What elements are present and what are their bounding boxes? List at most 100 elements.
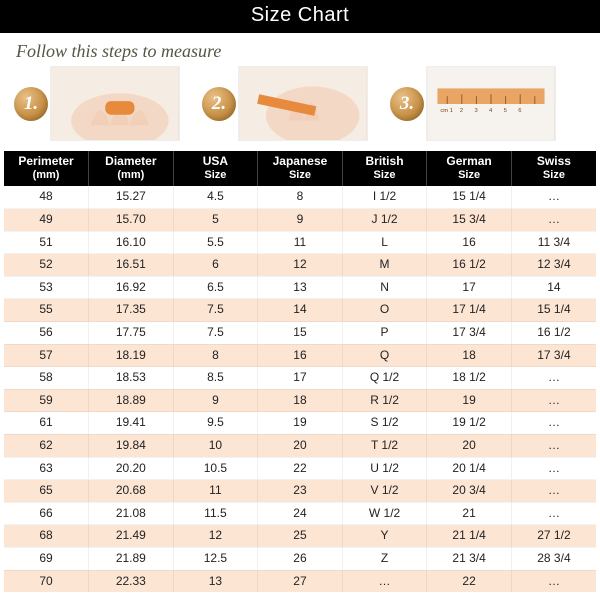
table-cell: 15 (258, 322, 343, 345)
table-cell: 19.41 (89, 412, 174, 435)
table-cell: L (342, 231, 427, 254)
table-row: 5718.19816Q1817 3/4 (4, 344, 596, 367)
instructions-text: Follow this steps to measure (16, 41, 590, 62)
table-cell: … (511, 412, 596, 435)
col-header-unit: (mm) (6, 169, 86, 182)
instructions-section: Follow this steps to measure 1. 2. (0, 33, 600, 151)
col-header-unit: Size (345, 169, 425, 182)
col-header-label: Perimeter (18, 154, 73, 168)
table-cell: 22 (427, 570, 512, 592)
table-cell: 16 1/2 (511, 322, 596, 345)
table-cell: 16.10 (89, 231, 174, 254)
col-header: Perimeter(mm) (4, 151, 89, 186)
table-cell: 21.49 (89, 525, 174, 548)
table-cell: Z (342, 547, 427, 570)
table-cell: 21.08 (89, 502, 174, 525)
table-cell: 9 (258, 209, 343, 232)
table-cell: 17 (258, 367, 343, 390)
table-cell: U 1/2 (342, 457, 427, 480)
steps-row: 1. 2. (10, 66, 590, 147)
table-cell: 63 (4, 457, 89, 480)
table-cell: 48 (4, 186, 89, 209)
table-cell: O (342, 299, 427, 322)
table-row: 6119.419.519S 1/219 1/2… (4, 412, 596, 435)
table-row: 5316.926.513N1714 (4, 276, 596, 299)
table-cell: J 1/2 (342, 209, 427, 232)
table-row: 6219.841020T 1/220… (4, 434, 596, 457)
table-cell: 13 (173, 570, 258, 592)
table-cell: 8.5 (173, 367, 258, 390)
svg-text:3: 3 (474, 108, 477, 114)
size-table-body: 4815.274.58I 1/215 1/4…4915.7059J 1/215 … (4, 186, 596, 592)
table-row: 7022.331327…22… (4, 570, 596, 592)
col-header-label: German (446, 154, 491, 168)
table-cell: 15.70 (89, 209, 174, 232)
table-cell: 16 (427, 231, 512, 254)
table-cell: … (511, 570, 596, 592)
table-cell: 20.68 (89, 480, 174, 503)
table-cell: 53 (4, 276, 89, 299)
table-cell: 17 3/4 (427, 322, 512, 345)
table-cell: … (511, 502, 596, 525)
size-table-wrap: Perimeter(mm)Diameter(mm)USASizeJapanese… (0, 151, 600, 592)
table-cell: 18 (258, 389, 343, 412)
col-header: JapaneseSize (258, 151, 343, 186)
table-row: 4915.7059J 1/215 3/4… (4, 209, 596, 232)
size-table: Perimeter(mm)Diameter(mm)USASizeJapanese… (4, 151, 596, 592)
table-cell: N (342, 276, 427, 299)
step-badge-3: 3. (390, 87, 424, 121)
table-cell: 6 (173, 254, 258, 277)
table-cell: 20.20 (89, 457, 174, 480)
table-cell: … (511, 389, 596, 412)
table-cell: 68 (4, 525, 89, 548)
table-row: 6320.2010.522U 1/220 1/4… (4, 457, 596, 480)
table-cell: … (511, 367, 596, 390)
table-cell: I 1/2 (342, 186, 427, 209)
table-cell: … (511, 434, 596, 457)
table-cell: 15.27 (89, 186, 174, 209)
table-cell: 10.5 (173, 457, 258, 480)
step-3: 3. cm 1 2 (390, 66, 556, 141)
table-cell: 19 1/2 (427, 412, 512, 435)
table-cell: … (342, 570, 427, 592)
table-cell: 20 3/4 (427, 480, 512, 503)
svg-text:cm 1: cm 1 (440, 108, 453, 114)
table-cell: 15 3/4 (427, 209, 512, 232)
step-1: 1. (14, 66, 180, 141)
col-header: Diameter(mm) (89, 151, 174, 186)
table-cell: 13 (258, 276, 343, 299)
table-cell: Y (342, 525, 427, 548)
table-cell: 25 (258, 525, 343, 548)
table-cell: 15 1/4 (427, 186, 512, 209)
table-cell: 18.19 (89, 344, 174, 367)
table-cell: 17 (427, 276, 512, 299)
table-cell: 65 (4, 480, 89, 503)
table-cell: 17.35 (89, 299, 174, 322)
table-cell: 21 3/4 (427, 547, 512, 570)
table-cell: T 1/2 (342, 434, 427, 457)
table-cell: 11 3/4 (511, 231, 596, 254)
step-thumb-1 (50, 66, 180, 141)
table-cell: 21.89 (89, 547, 174, 570)
table-cell: 70 (4, 570, 89, 592)
table-cell: 19.84 (89, 434, 174, 457)
table-cell: 57 (4, 344, 89, 367)
table-cell: 9.5 (173, 412, 258, 435)
table-cell: M (342, 254, 427, 277)
table-cell: 11 (258, 231, 343, 254)
col-header-unit: (mm) (91, 169, 171, 182)
table-cell: 17 1/4 (427, 299, 512, 322)
table-cell: 7.5 (173, 322, 258, 345)
size-table-head: Perimeter(mm)Diameter(mm)USASizeJapanese… (4, 151, 596, 186)
table-cell: 26 (258, 547, 343, 570)
table-cell: … (511, 480, 596, 503)
table-cell: 8 (258, 186, 343, 209)
table-cell: 5.5 (173, 231, 258, 254)
table-cell: R 1/2 (342, 389, 427, 412)
table-cell: … (511, 457, 596, 480)
table-cell: 16.92 (89, 276, 174, 299)
table-cell: 22.33 (89, 570, 174, 592)
col-header: GermanSize (427, 151, 512, 186)
table-cell: 7.5 (173, 299, 258, 322)
table-cell: 66 (4, 502, 89, 525)
